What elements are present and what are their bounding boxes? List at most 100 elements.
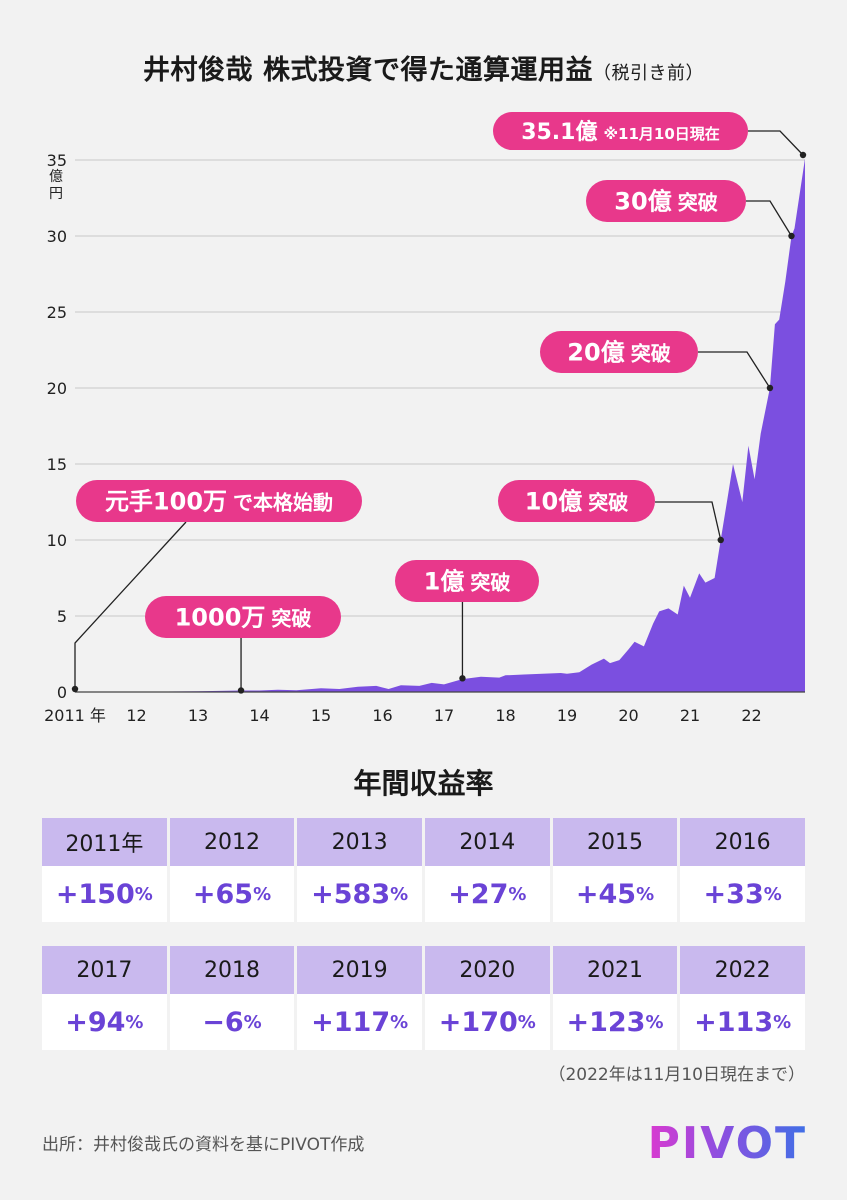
annotation-sub-text: 突破 — [678, 191, 718, 215]
y-tick-label: 30 — [47, 227, 67, 246]
return-value: +94 — [65, 1006, 126, 1038]
annotation-label: 20億 突破 — [567, 339, 670, 367]
y-tick-label: 25 — [47, 303, 67, 322]
returns-note: （2022年は11月10日現在まで） — [548, 1065, 805, 1085]
annotation-dot — [799, 151, 807, 159]
x-tick-label: 14 — [249, 706, 269, 725]
return-unit: % — [517, 1011, 536, 1033]
return-unit: % — [253, 883, 272, 905]
annotation-sub-text: 突破 — [271, 607, 311, 631]
annotation-label: 35.1億 ※11月10日現在 — [521, 119, 720, 145]
annotation-label: 1000万 突破 — [175, 604, 312, 632]
annotation-pill — [493, 112, 748, 150]
annotation-pill — [498, 480, 655, 522]
x-tick-label: 20 — [618, 706, 638, 725]
return-year-cell: 2015 — [552, 818, 678, 866]
y-tick-label: 0 — [57, 683, 67, 702]
pivot-logo: PIVOT — [647, 1118, 807, 1169]
annotation-dot — [766, 384, 774, 392]
return-unit: % — [243, 1011, 262, 1033]
x-tick-label: 13 — [188, 706, 208, 725]
x-tick-label: 19 — [557, 706, 577, 725]
return-value-cell: −6% — [169, 994, 295, 1050]
return-value: +170 — [438, 1006, 518, 1038]
annotation-pill — [145, 596, 341, 638]
return-value: +123 — [566, 1006, 646, 1038]
annotation-main-text: 10億 — [525, 488, 582, 516]
return-year-cell: 2019 — [297, 946, 422, 994]
return-year-cell: 2022 — [680, 946, 805, 994]
return-year-cell: 2011年 — [42, 818, 167, 866]
annotation-dot — [788, 232, 795, 240]
return-unit: % — [390, 1011, 409, 1033]
annotation-main-text: 1億 — [424, 568, 465, 596]
chart-title-main: 井村俊哉 株式投資で得た通算運用益 — [143, 55, 593, 86]
chart-title: 井村俊哉 株式投資で得た通算運用益（税引き前） — [0, 48, 847, 87]
returns-table-row-1: 2011年 2012 2013 2014 2015 2016 +150% +65% +583% +… — [42, 818, 805, 922]
return-unit: % — [763, 883, 782, 905]
return-value: +583 — [311, 878, 391, 910]
annotation-main-text: 35.1億 — [521, 119, 597, 145]
return-year-cell: 2013 — [297, 818, 422, 866]
return-unit: % — [390, 883, 409, 905]
annotation-sub-text: 突破 — [631, 342, 671, 366]
annotation-main-text: 1000万 — [175, 604, 266, 632]
y-axis-unit: 億 — [49, 169, 63, 185]
return-unit: % — [134, 883, 153, 905]
annotation-leader-line — [746, 200, 793, 237]
return-value-cell: +33% — [680, 866, 805, 922]
annotation-main-text: 20億 — [567, 339, 624, 367]
return-unit: % — [636, 883, 655, 905]
annotation-pill — [76, 480, 362, 522]
return-value: +117 — [311, 1006, 391, 1038]
annotation-main-text: 30億 — [614, 188, 671, 216]
annotation-label: 30億 突破 — [614, 188, 717, 216]
return-value-cell: +94% — [42, 994, 167, 1050]
annotation-pill — [395, 560, 539, 602]
annotation-sub-text: 突破 — [470, 571, 510, 595]
return-year-cell: 2017 — [42, 946, 167, 994]
return-value-cell: +113% — [680, 994, 805, 1050]
return-unit: % — [508, 883, 527, 905]
x-tick-label: 18 — [495, 706, 515, 725]
return-value-cell: +170% — [424, 994, 550, 1050]
annotation-leader-line — [698, 351, 771, 389]
y-tick-label: 5 — [57, 607, 67, 626]
annotation-label: 1億 突破 — [424, 568, 511, 596]
x-tick-label: 22 — [741, 706, 761, 725]
return-value-cell: +27% — [424, 866, 550, 922]
annotation-sub-text: ※11月10日現在 — [603, 125, 719, 143]
annotation-sub-text: で本格始動 — [233, 491, 333, 515]
x-tick-label: 15 — [311, 706, 331, 725]
annotation-label: 元手100万 で本格始動 — [105, 488, 333, 516]
y-axis-unit: 円 — [49, 186, 63, 202]
return-unit: % — [773, 1011, 792, 1033]
source-credit: 出所：井村俊哉氏の資料を基にPIVOT作成 — [42, 1135, 365, 1155]
return-unit: % — [125, 1011, 144, 1033]
annotation-pill — [540, 331, 698, 373]
return-year-cell: 2014 — [424, 818, 550, 866]
x-tick-label: 12 — [126, 706, 146, 725]
return-value: +65 — [192, 878, 254, 910]
annotation-dot — [237, 687, 245, 694]
return-value-cell: +583% — [297, 866, 422, 922]
return-year-cell: 2018 — [169, 946, 295, 994]
y-tick-label: 35 — [47, 151, 67, 170]
x-tick-label: 16 — [372, 706, 392, 725]
return-value: +113 — [694, 1006, 774, 1038]
returns-table-row-2: 2017 2018 2019 2020 2021 2022 +94% −6% +117% +170… — [42, 946, 805, 1050]
x-tick-label: 2011 年 — [44, 706, 106, 725]
annotation-dot — [71, 685, 79, 693]
annotation-leader-line — [655, 501, 722, 541]
return-value: +33 — [703, 878, 764, 910]
chart-title-sub: （税引き前） — [592, 63, 704, 84]
annotation-main-text: 元手100万 — [105, 488, 227, 516]
annotation-label: 10億 突破 — [525, 488, 628, 516]
return-year-cell: 2012 — [169, 818, 295, 866]
annotation-leader-line — [74, 521, 187, 689]
return-value-cell: +117% — [297, 994, 422, 1050]
x-tick-label: 17 — [434, 706, 454, 725]
annotation-leader-line — [748, 130, 804, 156]
annotation-pill — [586, 180, 746, 222]
